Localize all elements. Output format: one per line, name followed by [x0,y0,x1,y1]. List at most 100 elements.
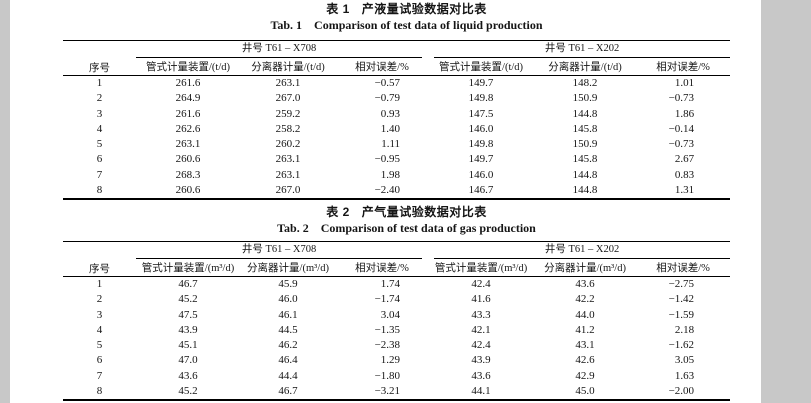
cell-error-x708: 1.40 [380,122,401,135]
cell-serial: 2 [96,92,103,105]
cell-error-x708: 3.04 [380,308,401,321]
col-header-separator-meter: 分离器计量/(t/d) [534,58,637,76]
cell-tube-x202: 146.0 [468,168,494,181]
cell-error-x708: 1.74 [380,278,401,290]
table-row: 6 47.0 46.4 1.29 43.9 42.6 3.05 [63,353,730,368]
cell-tube-x202: 146.0 [468,122,494,135]
cell-error-x202: 1.01 [674,77,695,89]
col-header-tube-meter: 管式计量装置/(t/d) [428,58,535,76]
cell-separator-x708: 259.2 [275,107,301,120]
cell-separator-x202: 150.9 [572,92,598,105]
cell-serial: 3 [96,308,103,321]
cell-error-x202: −0.14 [668,122,695,135]
table2-caption: 表 2 产气量试验数据对比表 Tab. 2 Comparison of test d… [63,205,750,236]
table2-well-x202-label: 井号 T61 – X202 [434,242,731,259]
table1-well-x202-header: 井号 T61 – X202 [428,41,731,58]
cell-tube-x202: 149.8 [468,92,494,105]
table-row: 7 268.3 263.1 1.98 146.0 144.8 0.83 [63,168,730,183]
cell-tube-x708: 261.6 [175,107,201,120]
cell-separator-x202: 44.0 [575,308,595,321]
cell-serial: 7 [96,168,103,181]
cell-error-x202: −2.00 [668,385,695,398]
cell-error-x708: 1.98 [380,168,401,181]
table1-column-header-row: 管式计量装置/(t/d) 分离器计量/(t/d) 相对误差/% 管式计量装置/(… [63,58,731,76]
cell-separator-x708: 263.1 [275,77,301,89]
cell-error-x202: 2.67 [674,153,695,166]
table2-well-x708-label: 井号 T61 – X708 [136,242,423,259]
table2-caption-en-text: Comparison of test data of gas productio… [320,221,536,235]
cell-error-x202: 1.86 [674,107,695,120]
cell-tube-x202: 149.7 [468,153,494,166]
cell-separator-x202: 145.8 [572,153,598,166]
cell-tube-x202: 42.4 [471,278,491,290]
col-header-relative-error: 相对误差/% [336,259,429,277]
cell-error-x202: 1.31 [674,184,695,197]
cell-serial: 6 [96,153,103,166]
cell-error-x708: −3.21 [374,385,401,398]
cell-error-x708: −1.74 [374,293,401,306]
cell-separator-x202: 144.8 [572,184,598,197]
cell-tube-x708: 47.0 [178,354,198,367]
table2-caption-en: Tab. 2 Comparison of test data of gas pro… [63,220,750,236]
table1-caption-en-text: Comparison of test data of liquid produc… [314,18,543,32]
col-header-tube-meter: 管式计量装置/(m³/d) [136,259,240,277]
cell-tube-x708: 260.6 [175,184,201,197]
cell-serial: 5 [96,138,103,151]
cell-error-x708: 1.11 [381,138,401,151]
cell-error-x708: −2.38 [374,339,401,352]
cell-error-x708: −0.57 [374,77,401,89]
cell-error-x202: 1.63 [674,369,695,382]
cell-separator-x202: 41.2 [575,323,595,336]
cell-error-x708: −1.35 [374,323,401,336]
table-row: 5 263.1 260.2 1.11 149.8 150.9 −0.73 [63,137,730,152]
cell-separator-x708: 263.1 [275,153,301,166]
cell-separator-x202: 43.1 [575,339,595,352]
table-row: 5 45.1 46.2 −2.38 42.4 43.1 −1.62 [63,338,730,353]
table2-well-x202-header: 井号 T61 – X202 [428,242,731,259]
table1-well-header-row: 序号 井号 T61 – X708 井号 T61 – X202 [63,40,731,76]
cell-error-x202: −0.73 [668,92,695,105]
table-row: 8 45.2 46.7 −3.21 44.1 45.0 −2.00 [63,384,730,400]
cell-tube-x202: 147.5 [468,107,494,120]
cell-separator-x708: 46.7 [278,385,298,398]
cell-tube-x202: 149.7 [468,77,494,89]
table-row: 1 46.7 45.9 1.74 42.4 43.6 −2.75 [63,277,730,293]
cell-serial: 2 [96,293,103,306]
cell-error-x708: −0.95 [374,153,401,166]
cell-error-x202: −1.62 [668,339,695,352]
table1-caption-en-label: Tab. 1 [270,18,303,32]
cell-tube-x708: 43.9 [178,323,198,336]
table1-well-x202-label: 井号 T61 – X202 [434,41,731,58]
table1-caption-zh: 表 1 产液量试验数据对比表 [63,2,750,17]
col-header-separator-meter: 分离器计量/(m³/d) [240,259,336,277]
cell-tube-x708: 43.6 [178,369,198,382]
table2-caption-zh: 表 2 产气量试验数据对比表 [63,205,750,220]
table1-caption-zh-label: 表 1 [326,2,350,16]
cell-serial: 1 [96,77,103,89]
cell-separator-x708: 44.5 [278,323,298,336]
cell-separator-x202: 148.2 [572,77,598,89]
liquid-production-table: 序号 井号 T61 – X708 井号 T61 – X202 管式计量装置/(t… [63,40,731,201]
table-row: 7 43.6 44.4 −1.80 43.6 42.9 1.63 [63,369,730,384]
cell-separator-x708: 46.2 [278,339,298,352]
col-header-separator-meter: 分离器计量/(t/d) [240,58,336,76]
table2-column-header-row: 管式计量装置/(m³/d) 分离器计量/(m³/d) 相对误差/% 管式计量装置… [63,259,731,277]
cell-serial: 8 [96,184,103,197]
cell-error-x708: −2.40 [374,184,401,197]
cell-separator-x202: 45.0 [575,385,595,398]
cell-error-x708: 1.29 [380,354,401,367]
table2-caption-en-label: Tab. 2 [277,221,309,235]
cell-separator-x708: 260.2 [275,138,301,151]
cell-tube-x708: 262.6 [175,122,201,135]
cell-separator-x202: 144.8 [572,107,598,120]
col-header-relative-error: 相对误差/% [636,259,731,277]
cell-separator-x708: 46.0 [278,293,298,306]
cell-separator-x202: 150.9 [572,138,598,151]
cell-separator-x708: 44.4 [278,369,298,382]
cell-serial: 1 [96,278,103,290]
cell-separator-x708: 267.0 [275,184,301,197]
cell-separator-x708: 45.9 [278,278,298,290]
cell-tube-x708: 263.1 [175,138,201,151]
table1-caption: 表 1 产液量试验数据对比表 Tab. 1 Comparison of test d… [63,2,750,33]
cell-tube-x202: 146.7 [468,184,494,197]
